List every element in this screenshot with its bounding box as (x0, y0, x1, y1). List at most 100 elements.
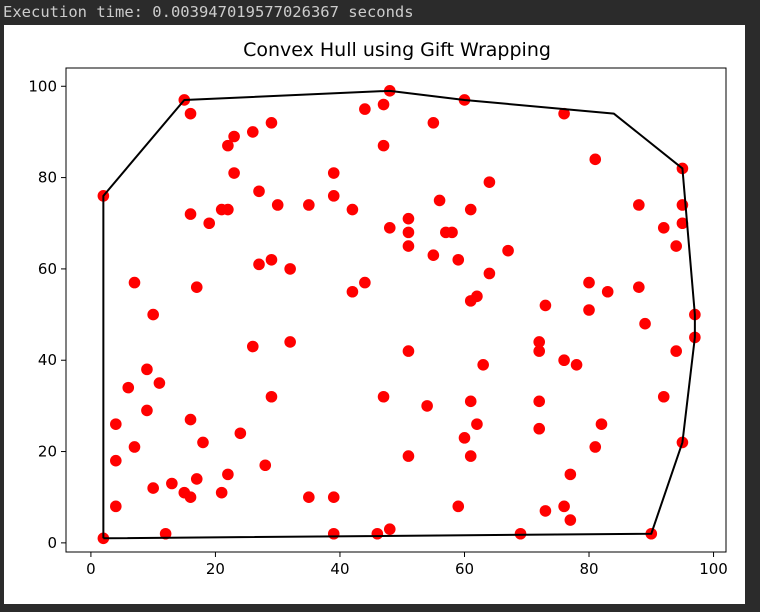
data-point-100 (583, 304, 595, 316)
data-point-6 (128, 276, 141, 289)
data-point-11 (147, 482, 159, 494)
y-tick-label-60: 60 (38, 260, 57, 278)
data-point-84 (483, 267, 496, 280)
scatter-chart: Convex Hull using Gift Wrapping 0 20 40 60 8… (28, 39, 728, 578)
data-point-19 (184, 413, 197, 426)
data-point-52 (359, 103, 371, 115)
y-tick-label-20: 20 (38, 443, 57, 461)
data-point-96 (564, 468, 577, 481)
data-point-10 (147, 308, 159, 321)
data-point-45 (303, 491, 315, 504)
data-point-79 (464, 450, 477, 462)
data-point-94 (558, 354, 570, 367)
x-tick-label-20: 20 (206, 560, 225, 578)
data-point-14 (166, 477, 178, 490)
data-point-61 (402, 212, 415, 225)
data-point-83 (483, 176, 496, 188)
data-point-82 (477, 358, 489, 371)
data-point-111 (670, 240, 682, 252)
data-point-54 (371, 527, 384, 540)
data-point-55 (377, 98, 390, 111)
data-point-95 (558, 500, 570, 513)
data-point-98 (570, 358, 583, 371)
data-point-13 (159, 527, 172, 540)
data-point-20 (184, 491, 197, 504)
data-point-81 (471, 418, 483, 430)
data-point-80 (471, 290, 483, 303)
data-point-106 (633, 281, 645, 293)
data-point-62 (402, 226, 415, 239)
data-point-63 (402, 240, 415, 252)
data-point-64 (402, 345, 415, 357)
x-tick-label-40: 40 (330, 560, 349, 578)
data-point-36 (253, 258, 265, 271)
data-point-18 (184, 208, 197, 220)
data-point-92 (539, 505, 552, 517)
data-point-31 (228, 167, 240, 179)
data-point-47 (327, 190, 340, 202)
x-tick-label-80: 80 (579, 560, 598, 578)
data-point-85 (502, 244, 514, 257)
data-point-57 (377, 390, 390, 403)
data-point-76 (464, 203, 477, 216)
data-point-103 (595, 418, 608, 430)
data-point-28 (222, 203, 234, 216)
data-point-105 (633, 199, 645, 211)
data-point-4 (110, 500, 122, 513)
data-point-26 (215, 486, 228, 499)
data-point-17 (184, 107, 197, 120)
data-point-78 (464, 395, 477, 408)
x-tick-label-60: 60 (455, 560, 474, 578)
data-point-97 (564, 514, 577, 526)
chart-title: Convex Hull using Gift Wrapping (243, 39, 551, 61)
x-tick-label-0: 0 (86, 560, 96, 578)
execution-time-output: Execution time: 0.003947019577026367 sec… (3, 3, 414, 21)
data-point-56 (377, 139, 390, 152)
data-point-50 (346, 203, 359, 216)
data-point-68 (427, 249, 440, 262)
x-tick-label-100: 100 (699, 560, 728, 578)
data-point-115 (676, 217, 689, 230)
hull-line (102, 89, 696, 540)
data-point-7 (128, 441, 141, 453)
data-point-51 (346, 285, 359, 298)
data-point-42 (284, 263, 296, 275)
data-point-69 (433, 194, 446, 207)
data-point-88 (533, 345, 546, 357)
data-point-73 (452, 500, 465, 513)
plot-figure: Convex Hull using Gift Wrapping 0 20 40 60 8… (4, 25, 745, 604)
y-tick-label-0: 0 (47, 534, 57, 552)
data-point-32 (234, 427, 247, 440)
plot-area: 0 20 40 60 80 100 0 20 40 60 80 100 (28, 67, 728, 578)
data-point-43 (284, 336, 296, 348)
data-point-34 (246, 340, 259, 353)
data-point-49 (327, 527, 340, 540)
data-point-104 (601, 285, 614, 298)
data-point-110 (657, 390, 670, 403)
data-point-38 (265, 116, 278, 129)
data-point-33 (246, 126, 259, 138)
data-point-22 (190, 473, 203, 485)
data-point-39 (265, 253, 278, 266)
data-point-109 (657, 222, 670, 234)
data-point-8 (141, 363, 153, 376)
data-point-30 (228, 130, 240, 143)
data-point-66 (421, 400, 433, 412)
data-point-99 (583, 276, 595, 289)
data-point-65 (402, 450, 415, 462)
data-point-72 (452, 253, 465, 266)
data-point-23 (197, 436, 209, 449)
data-point-44 (303, 199, 315, 211)
data-point-27 (222, 139, 234, 152)
data-point-5 (122, 381, 135, 394)
data-point-107 (639, 317, 651, 330)
data-point-12 (153, 377, 166, 389)
data-point-59 (383, 222, 396, 234)
data-point-29 (222, 468, 234, 481)
data-point-93 (558, 107, 570, 120)
data-point-67 (427, 116, 440, 129)
data-point-21 (190, 281, 203, 293)
data-point-86 (514, 527, 527, 540)
y-tick-label-80: 80 (38, 169, 57, 187)
data-point-75 (458, 432, 471, 444)
